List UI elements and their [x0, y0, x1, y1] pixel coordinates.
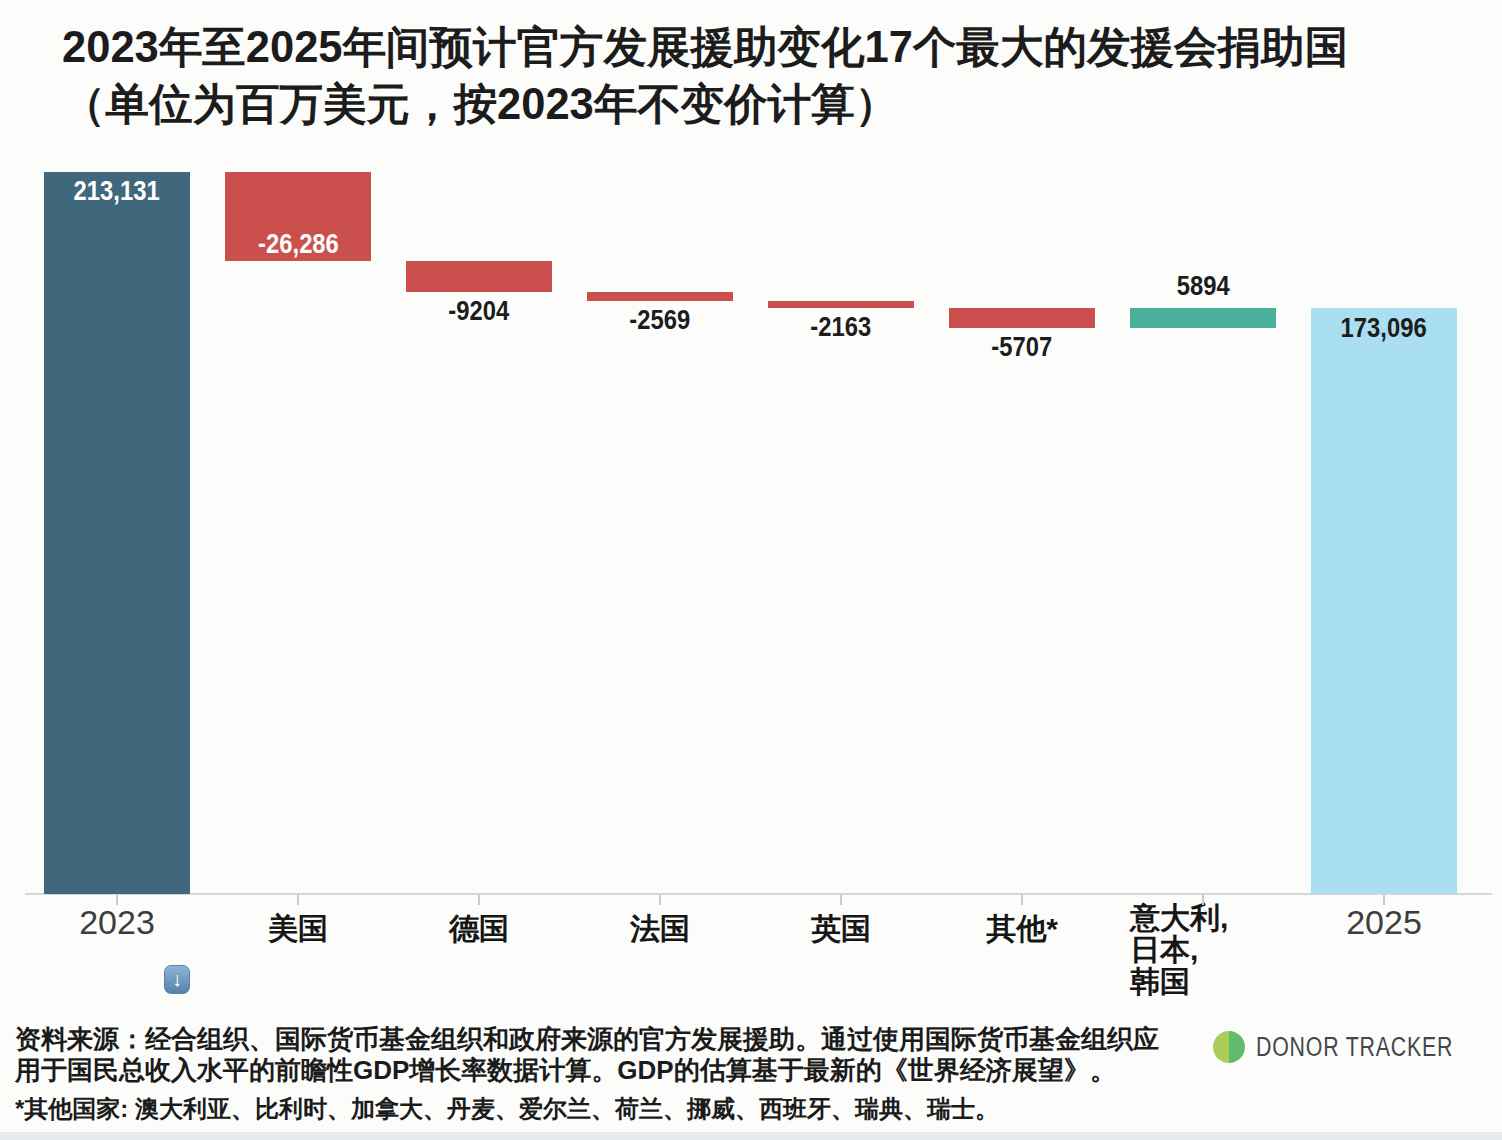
category-label: 英国	[768, 909, 914, 950]
value-label: 173,096	[1311, 312, 1457, 344]
value-label: 213,131	[44, 175, 190, 207]
value-label: -5707	[949, 331, 1095, 363]
axis-tick	[659, 895, 661, 905]
axis-tick	[1021, 895, 1023, 905]
value-label: -2163	[768, 311, 914, 343]
category-label: 2023	[44, 903, 190, 942]
waterfall-bar	[1311, 308, 1457, 894]
download-icon[interactable]: ↓	[164, 965, 190, 994]
axis-tick	[478, 895, 480, 905]
waterfall-bar	[587, 292, 733, 301]
footnote-text: *其他国家: 澳大利亚、比利时、加拿大、丹麦、爱尔兰、荷兰、挪威、西班牙、瑞典、…	[15, 1093, 999, 1125]
chart-title-line2: （单位为百万美元，按2023年不变价计算）	[62, 76, 1348, 133]
waterfall-bar	[949, 308, 1095, 327]
value-label: -2569	[587, 304, 733, 336]
source-text-line2: 用于国民总收入水平的前瞻性GDP增长率数据计算。GDP的估算基于最新的《世界经济…	[15, 1053, 1116, 1088]
axis-tick	[1202, 895, 1204, 905]
source-text-line1: 资料来源：经合组织、国际货币基金组织和政府来源的官方发展援助。通过使用国际货币基…	[15, 1022, 1159, 1057]
axis-tick	[116, 895, 118, 905]
value-label: -26,286	[225, 228, 371, 260]
category-label: 2025	[1311, 903, 1457, 942]
bottom-strip	[0, 1132, 1502, 1140]
waterfall-bar	[406, 261, 552, 292]
category-label: 美国	[225, 909, 371, 950]
axis-tick	[297, 895, 299, 905]
waterfall-bar	[768, 301, 914, 308]
chart-title: 2023年至2025年间预计官方发展援助变化17个最大的发援会捐助国 （单位为百…	[62, 19, 1348, 133]
value-label: 5894	[1130, 270, 1276, 302]
donor-tracker-logo: DONOR TRACKER	[1213, 1031, 1502, 1063]
axis-tick	[840, 895, 842, 905]
value-label: -9204	[406, 295, 552, 327]
category-label: 其他*	[949, 909, 1095, 950]
category-label: 法国	[587, 909, 733, 950]
category-label: 德国	[406, 909, 552, 950]
axis-tick	[1383, 895, 1385, 905]
waterfall-bar	[44, 172, 190, 894]
chart-title-line1: 2023年至2025年间预计官方发展援助变化17个最大的发援会捐助国	[62, 19, 1348, 76]
waterfall-bar	[1130, 308, 1276, 328]
logo-text: DONOR TRACKER	[1256, 1032, 1453, 1063]
category-label: 意大利, 日本, 韩国	[1130, 902, 1276, 998]
x-axis-line	[25, 893, 1492, 895]
download-arrow-glyph: ↓	[172, 968, 182, 991]
logo-circle-icon	[1213, 1031, 1245, 1063]
